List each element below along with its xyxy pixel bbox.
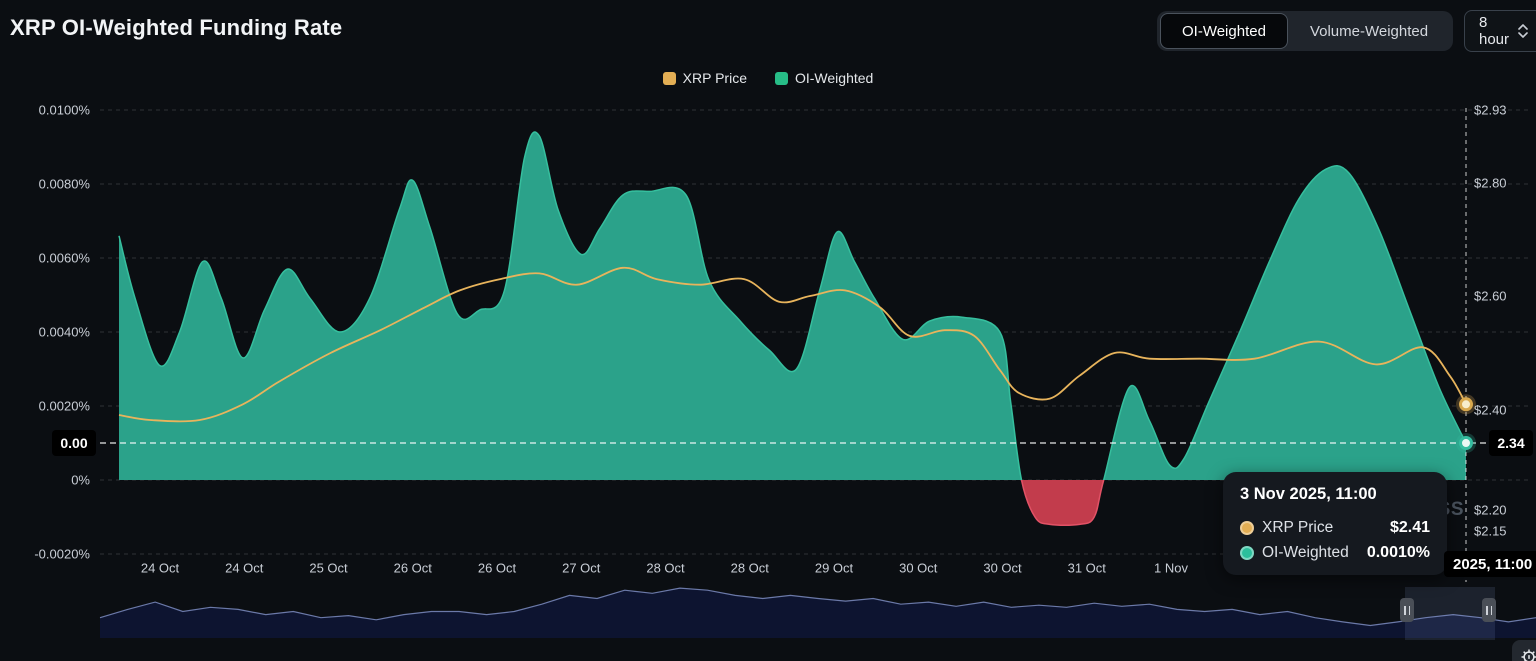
chart-legend: XRP Price OI-Weighted <box>0 70 1536 86</box>
y-axis-label-left: 0.0100% <box>38 102 90 118</box>
tooltip-series-dot <box>1240 545 1254 560</box>
y-axis-label-left: -0.0020% <box>34 546 90 562</box>
page-title: XRP OI-Weighted Funding Rate <box>10 15 343 40</box>
gear-icon <box>1520 648 1536 661</box>
x-axis-label: 24 Oct <box>225 560 264 576</box>
x-axis-label: 26 Oct <box>393 560 432 576</box>
legend-label: XRP Price <box>682 70 747 86</box>
x-axis-label: 30 Oct <box>899 560 938 576</box>
legend-swatch <box>774 71 788 85</box>
y-axis-label-left: 0% <box>71 472 90 488</box>
navigator-minichart <box>99 587 1536 640</box>
x-axis-label: 28 Oct <box>646 560 685 576</box>
legend-swatch <box>662 71 676 85</box>
tooltip-date: 3 Nov 2025, 11:00 <box>1240 485 1377 503</box>
funding-rate-area <box>118 131 1467 480</box>
tooltip-row: XRP Price $2.41 <box>1240 515 1430 540</box>
xrp-price-line <box>118 266 1467 423</box>
x-axis-label: 31 Oct <box>1067 560 1106 576</box>
tooltip-series-value: 0.0010% <box>1366 543 1430 561</box>
navigator-left-handle[interactable] <box>1400 598 1414 622</box>
legend-item-0[interactable]: XRP Price <box>662 70 747 86</box>
y-axis-label-right: $2.93 <box>1474 102 1507 118</box>
y-axis-label-right: $2.15 <box>1474 523 1507 539</box>
tooltip-series-label: OI-Weighted <box>1262 543 1349 561</box>
crosshair-left-badge: 0.00 <box>52 430 96 456</box>
tooltip-series-label: XRP Price <box>1262 518 1334 536</box>
y-axis-label-right: $2.20 <box>1474 502 1507 518</box>
tab-volume-weighted[interactable]: Volume-Weighted <box>1309 22 1429 40</box>
chevron-up-down-icon <box>1518 23 1528 39</box>
y-axis-label-right: $2.80 <box>1474 175 1507 191</box>
x-axis-label: 29 Oct <box>814 560 854 576</box>
weighting-segmented-control: OI-Weighted Volume-Weighted <box>1157 11 1454 51</box>
price-crosshair-marker <box>1456 394 1476 415</box>
tab-oi-weighted[interactable]: OI-Weighted <box>1160 13 1288 49</box>
interval-select-value: 8 hour <box>1479 14 1510 48</box>
x-axis-label: 30 Oct <box>983 560 1022 576</box>
legend-label: OI-Weighted <box>794 70 874 86</box>
y-axis-label-left: 0.0040% <box>38 324 90 340</box>
y-axis-label-left: 0.0020% <box>38 398 90 414</box>
settings-button[interactable] <box>1512 640 1536 661</box>
crosshair-right-badge: 2.34 <box>1489 430 1533 456</box>
x-axis-label: 27 Oct <box>562 560 601 576</box>
rate-crosshair-marker <box>1456 433 1476 453</box>
tooltip-series-dot <box>1240 520 1254 535</box>
navigator-right-handle[interactable] <box>1482 598 1496 622</box>
y-axis-label-right: $2.60 <box>1474 288 1507 304</box>
x-axis-label: 1 Nov <box>1154 560 1188 576</box>
x-axis-label: 26 Oct <box>477 560 517 576</box>
navigator-selection <box>1405 587 1495 640</box>
tooltip-series-value: $2.41 <box>1389 518 1430 536</box>
y-axis-label-left: 0.0060% <box>38 250 90 266</box>
interval-select[interactable]: 8 hour <box>1464 10 1536 52</box>
crosshair-time-badge: 2025, 11:00 <box>1444 551 1536 577</box>
x-axis-label: 24 Oct <box>140 560 180 576</box>
x-axis-label: 28 Oct <box>730 560 769 576</box>
y-axis-label-right: $2.40 <box>1474 402 1507 418</box>
y-axis-label-left: 0.0080% <box>38 176 90 192</box>
tooltip-row: OI-Weighted 0.0010% <box>1240 540 1430 565</box>
legend-item-1[interactable]: OI-Weighted <box>774 70 874 86</box>
chart-tooltip: 3 Nov 2025, 11:00 XRP Price $2.41 OI-Weigh… <box>1223 472 1447 575</box>
x-axis-label: 25 Oct <box>309 560 348 576</box>
